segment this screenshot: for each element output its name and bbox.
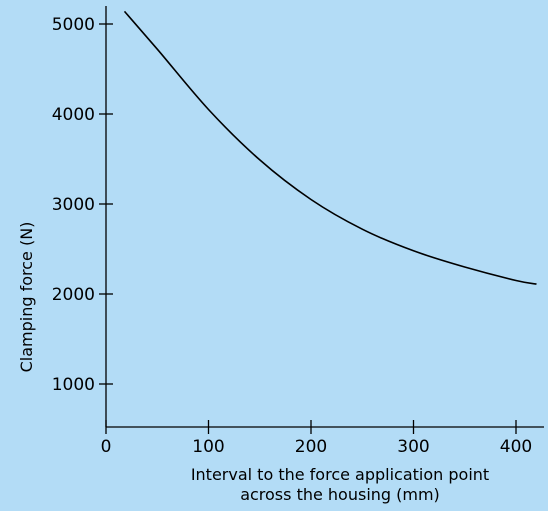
series-line-clamping-force	[123, 10, 537, 285]
y-tick-label: 3000	[52, 195, 95, 215]
y-tick-label: 1000	[52, 375, 95, 395]
x-ticks: 0 100 200 300 400	[101, 420, 532, 457]
y-tick-label: 2000	[52, 285, 95, 305]
x-tick-label: 400	[500, 437, 532, 457]
x-tick-label: 300	[397, 437, 429, 457]
y-ticks: 1000 2000 3000 4000 5000	[52, 15, 113, 395]
y-tick-label: 5000	[52, 15, 95, 35]
y-tick-label: 4000	[52, 105, 95, 125]
y-axis-title: Clamping force (N)	[17, 222, 36, 373]
x-tick-label: 100	[192, 437, 224, 457]
x-tick-label: 0	[101, 437, 112, 457]
x-tick-label: 200	[295, 437, 327, 457]
x-axis-title-line2: across the housing (mm)	[240, 485, 440, 504]
x-axis-title-line1: Interval to the force application point	[191, 465, 489, 484]
